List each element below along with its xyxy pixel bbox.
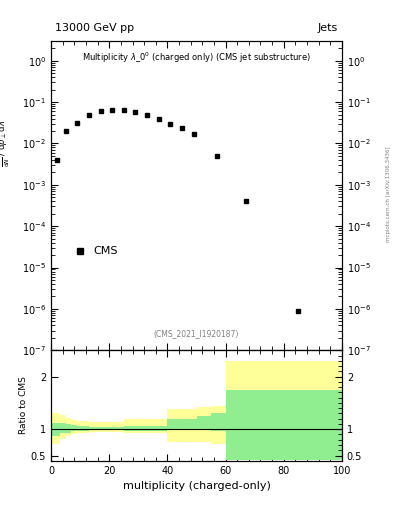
Text: CMS: CMS: [93, 246, 118, 257]
Text: 13000 GeV pp: 13000 GeV pp: [55, 23, 134, 33]
Y-axis label: Ratio to CMS: Ratio to CMS: [19, 377, 28, 435]
Text: $\frac{1}{\mathrm{d}N}$ / $\mathrm{d}p_\perp\,\mathrm{d}\lambda$: $\frac{1}{\mathrm{d}N}$ / $\mathrm{d}p_\…: [0, 120, 12, 167]
Text: mcplots.cern.ch [arXiv:1306.3436]: mcplots.cern.ch [arXiv:1306.3436]: [386, 147, 391, 242]
Text: Multiplicity $\lambda\_0^0$ (charged only) (CMS jet substructure): Multiplicity $\lambda\_0^0$ (charged onl…: [82, 50, 311, 65]
Text: (CMS_2021_I1920187): (CMS_2021_I1920187): [154, 329, 239, 338]
Text: Jets: Jets: [318, 23, 338, 33]
X-axis label: multiplicity (charged-only): multiplicity (charged-only): [123, 481, 270, 491]
